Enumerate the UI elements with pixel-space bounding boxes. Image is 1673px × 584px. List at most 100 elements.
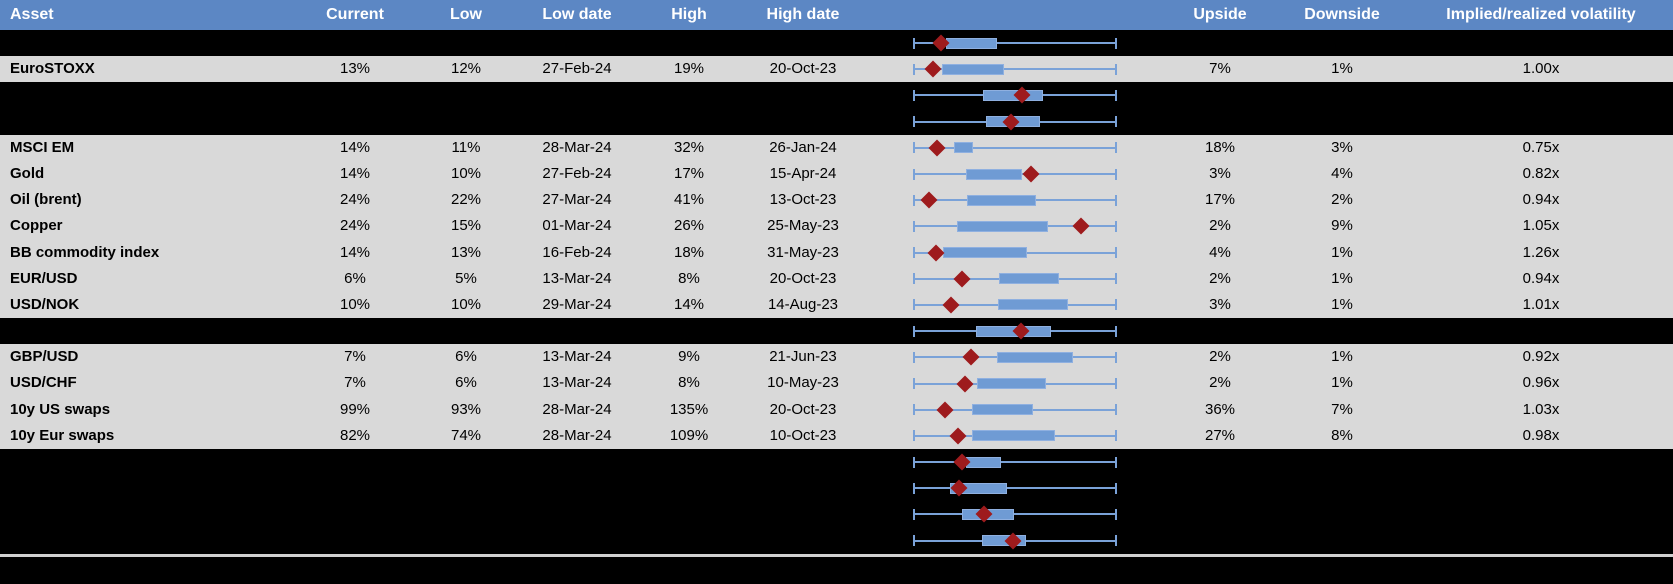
cell-high_date: 14-Aug-23 [767, 295, 839, 313]
whisker-cap-left [913, 325, 915, 337]
header-asset: Asset [10, 6, 54, 23]
footer-band [0, 556, 1673, 584]
cell-iv: 1.03x [1522, 400, 1560, 418]
cell-current: 10% [339, 295, 371, 313]
cell-high: 135% [669, 400, 709, 418]
whisker-cap-right [1115, 299, 1117, 311]
cell-asset: EuroSTOXX [10, 60, 95, 78]
whisker-cap-left [913, 194, 915, 206]
whisker-cap-right [1115, 351, 1117, 363]
whisker-cap-left [913, 220, 915, 232]
cell-high: 8% [678, 269, 700, 287]
cell-high_date: 21-Jun-23 [769, 348, 837, 366]
cell-low_date: 28-Mar-24 [542, 400, 612, 418]
cell-low_date: 16-Feb-24 [542, 243, 612, 261]
whisker-cap-right [1115, 116, 1117, 128]
whisker-cap-left [913, 273, 915, 285]
cell-current: 14% [339, 243, 371, 261]
box-range [943, 247, 1027, 259]
cell-upside: 18% [1204, 138, 1236, 156]
cell-upside: 3% [1209, 295, 1231, 313]
cell-low: 10% [450, 295, 482, 313]
current-diamond-marker-icon [956, 375, 974, 393]
cell-high_date: 26-Jan-24 [769, 138, 837, 156]
whisker-cap-left [913, 168, 915, 180]
cell-current: 82% [339, 426, 371, 444]
cell-current: 99% [339, 400, 371, 418]
cell-high_date: 20-Oct-23 [769, 400, 837, 418]
whisker-cap-right [1115, 168, 1117, 180]
cell-iv: 0.96x [1522, 374, 1560, 392]
header-high-date: High date [766, 6, 840, 23]
whisker-cap-left [913, 351, 915, 363]
whisker-cap-left [913, 89, 915, 101]
cell-high_date: 25-May-23 [767, 217, 839, 235]
cell-high_date: 13-Oct-23 [769, 191, 837, 209]
header-low: Low [450, 6, 482, 23]
whisker-line [913, 513, 1117, 516]
cell-downside: 1% [1331, 374, 1353, 392]
cell-low_date: 27-Mar-24 [542, 191, 612, 209]
box-range [977, 378, 1047, 390]
whisker-cap-right [1115, 378, 1117, 390]
cell-upside: 17% [1204, 191, 1236, 209]
box-range [946, 37, 997, 49]
current-diamond-marker-icon [1072, 217, 1090, 235]
whisker-line [913, 42, 1117, 45]
cell-downside: 1% [1331, 269, 1353, 287]
cell-upside: 3% [1209, 164, 1231, 182]
box-range [972, 430, 1055, 442]
cell-low_date: 27-Feb-24 [542, 60, 612, 78]
header-high: High [671, 6, 707, 23]
cell-low: 6% [455, 348, 477, 366]
cell-downside: 7% [1331, 400, 1353, 418]
cell-current: 24% [339, 217, 371, 235]
cell-downside: 1% [1331, 243, 1353, 261]
hidden-table-row [0, 475, 1673, 502]
whisker-cap-left [913, 63, 915, 75]
cell-asset: Oil (brent) [10, 191, 82, 209]
cell-iv: 1.05x [1522, 217, 1560, 235]
cell-iv: 0.98x [1522, 426, 1560, 444]
whisker-cap-right [1115, 482, 1117, 494]
cell-high_date: 10-Oct-23 [769, 426, 837, 444]
whisker-line [913, 68, 1117, 71]
box-range [982, 535, 1027, 547]
cell-upside: 2% [1209, 217, 1231, 235]
cell-low_date: 28-Mar-24 [542, 426, 612, 444]
boxplot [913, 501, 1117, 527]
boxplot [913, 109, 1117, 135]
box-range [957, 220, 1049, 232]
whisker-cap-right [1115, 37, 1117, 49]
whisker-cap-right [1115, 63, 1117, 75]
box-range [972, 404, 1033, 416]
current-diamond-marker-icon [942, 296, 960, 314]
cell-iv: 0.82x [1522, 164, 1560, 182]
current-diamond-marker-icon [962, 348, 980, 366]
whisker-cap-left [913, 378, 915, 390]
table-row-bb-commodity-index: BB commodity index 14% 13% 16-Feb-24 18% 31-M… [0, 239, 1673, 266]
boxplot [913, 213, 1117, 239]
cell-downside: 3% [1331, 138, 1353, 156]
cell-asset: GBP/USD [10, 348, 79, 366]
box-range [983, 89, 1043, 101]
boxplot [913, 82, 1117, 108]
boxplot [913, 318, 1117, 344]
cell-current: 7% [344, 374, 366, 392]
cell-low_date: 13-Mar-24 [542, 269, 612, 287]
cell-iv: 1.26x [1522, 243, 1560, 261]
hidden-table-row [0, 108, 1673, 135]
current-diamond-marker-icon [928, 139, 946, 157]
box-range [966, 456, 1001, 468]
whisker-cap-right [1115, 456, 1117, 468]
whisker-cap-right [1115, 194, 1117, 206]
whisker-cap-left [913, 404, 915, 416]
cell-upside: 2% [1209, 348, 1231, 366]
hidden-table-row [0, 82, 1673, 109]
whisker-cap-right [1115, 535, 1117, 547]
header-implied-realized-volatility: Implied/realized volatility [1446, 6, 1636, 23]
cell-asset: USD/NOK [10, 295, 80, 313]
current-diamond-marker-icon [949, 427, 967, 445]
cell-iv: 0.94x [1522, 269, 1560, 287]
